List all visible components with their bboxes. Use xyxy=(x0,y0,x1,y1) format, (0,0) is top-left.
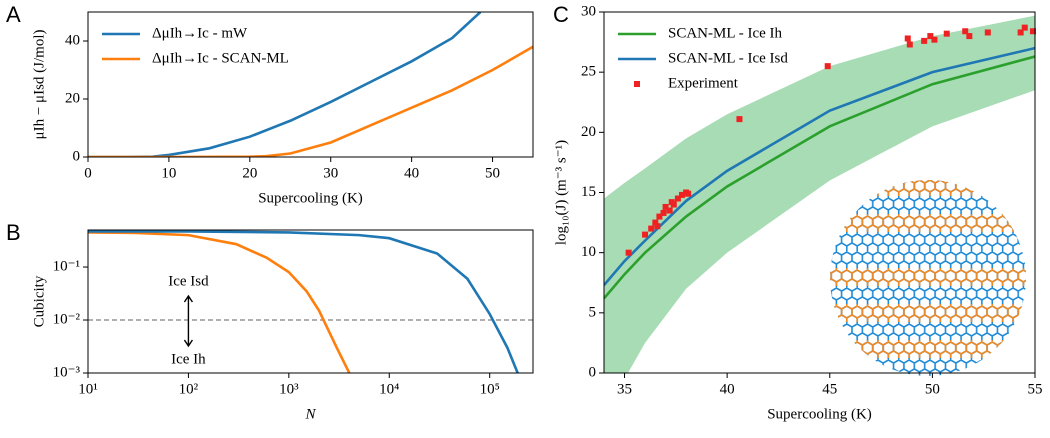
data-point xyxy=(736,116,743,123)
data-point xyxy=(625,249,632,256)
data-point xyxy=(966,33,973,40)
legend-label: ΔμIh→Ic - SCAN-ML xyxy=(152,50,289,66)
x-tick-label: 10 xyxy=(161,165,176,181)
data-point xyxy=(962,28,969,35)
legend-label: SCAN-ML - Ice Ih xyxy=(668,25,783,41)
data-point xyxy=(648,225,655,232)
x-tick-label: 50 xyxy=(485,165,500,181)
panel-label: C xyxy=(553,2,569,27)
y-tick-label: 10⁻¹ xyxy=(53,258,80,274)
axes-frame xyxy=(87,11,534,158)
data-point xyxy=(984,29,991,36)
x-tick-label: 10⁴ xyxy=(379,381,399,397)
y-tick-label: 5 xyxy=(589,304,597,320)
x-tick-label: 35 xyxy=(617,381,632,397)
data-point xyxy=(1029,28,1036,35)
data-point xyxy=(824,63,831,70)
data-point xyxy=(906,41,913,48)
x-axis-label: N xyxy=(304,406,316,422)
y-tick-label: 40 xyxy=(65,32,80,48)
series-line xyxy=(88,12,482,157)
panel-label: B xyxy=(6,220,21,245)
x-axis-label: Supercooling (K) xyxy=(258,190,363,206)
legend-label: Experiment xyxy=(668,75,739,91)
data-point xyxy=(660,209,667,216)
y-axis-label: μIh − μIsd (J/mol) xyxy=(31,30,47,140)
y-tick-label: 30 xyxy=(581,3,596,19)
annotation: Ice Isd xyxy=(168,273,209,289)
legend-marker xyxy=(634,81,640,87)
x-tick-label: 40 xyxy=(720,381,735,397)
data-point xyxy=(674,195,681,202)
x-tick-label: 55 xyxy=(1028,381,1043,397)
uncertainty-band xyxy=(604,15,1035,373)
lattice-illustration xyxy=(830,180,1026,376)
data-point xyxy=(685,190,692,197)
plot-area xyxy=(88,230,533,373)
y-tick-label: 15 xyxy=(581,184,596,200)
arrow xyxy=(183,320,194,348)
y-tick-label: 0 xyxy=(73,148,81,164)
series-line xyxy=(604,46,1035,287)
x-tick-label: 30 xyxy=(323,165,338,181)
x-tick-label: 10¹ xyxy=(78,381,98,397)
y-tick-label: 10 xyxy=(581,244,596,260)
x-tick-label: 10² xyxy=(179,381,199,397)
data-point xyxy=(652,219,659,226)
x-tick-label: 40 xyxy=(404,165,419,181)
annotation: Ice Ih xyxy=(171,351,206,367)
x-tick-label: 10³ xyxy=(279,381,299,397)
y-tick-label: 0 xyxy=(589,364,597,380)
data-point xyxy=(670,201,677,208)
data-point xyxy=(662,203,669,210)
data-point xyxy=(927,33,934,40)
y-tick-label: 25 xyxy=(581,64,596,80)
data-point xyxy=(666,207,673,214)
data-point xyxy=(921,37,928,44)
series-line xyxy=(88,230,519,373)
data-point xyxy=(943,30,950,37)
legend-label: ΔμIh→Ic - mW xyxy=(152,25,248,41)
data-point xyxy=(1017,29,1024,36)
axes-frame xyxy=(87,229,534,374)
data-point xyxy=(642,231,649,238)
x-tick-label: 50 xyxy=(925,381,940,397)
y-axis-label: Cubicity xyxy=(31,275,47,327)
panel-label: A xyxy=(6,2,21,27)
data-point xyxy=(931,36,938,43)
x-tick-label: 10⁵ xyxy=(480,381,500,397)
x-tick-label: 45 xyxy=(822,381,837,397)
data-point xyxy=(904,35,911,42)
x-tick-label: 0 xyxy=(84,165,92,181)
y-axis-label: log₁₀(J) (m⁻³ s⁻¹) xyxy=(553,140,569,245)
y-tick-label: 10⁻³ xyxy=(53,364,81,380)
series-line xyxy=(604,55,1035,300)
data-point xyxy=(656,213,663,220)
legend-label: SCAN-ML - Ice Isd xyxy=(668,50,788,66)
y-tick-label: 10⁻² xyxy=(53,311,81,327)
data-point xyxy=(678,191,685,198)
series-line xyxy=(88,231,351,373)
y-tick-label: 20 xyxy=(65,90,80,106)
data-point xyxy=(654,223,661,230)
plot-area xyxy=(604,15,1035,373)
x-axis-label: Supercooling (K) xyxy=(767,406,872,422)
arrow xyxy=(183,294,194,321)
data-point xyxy=(1021,24,1028,31)
x-tick-label: 20 xyxy=(242,165,257,181)
y-tick-label: 20 xyxy=(581,124,596,140)
